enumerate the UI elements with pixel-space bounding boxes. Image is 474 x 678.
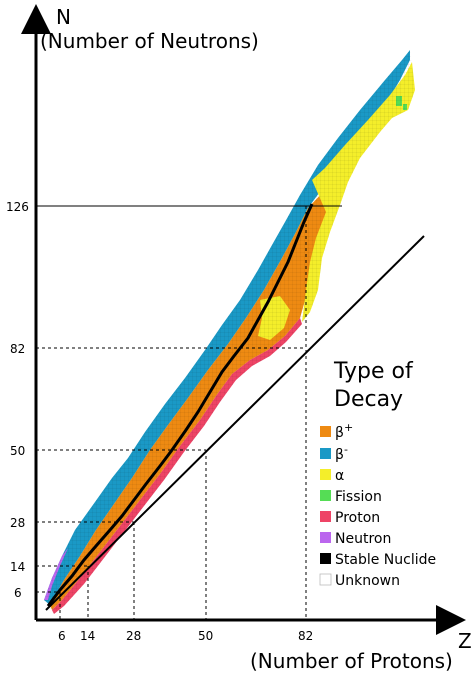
x-axis-title: (Number of Protons) [250, 649, 453, 673]
x-tick-6: 6 [58, 629, 66, 643]
y-tick-6: 6 [14, 586, 22, 600]
y-tick-126: 126 [6, 200, 29, 214]
y-tick-14: 14 [10, 560, 25, 574]
legend-label: Proton [335, 510, 380, 526]
y-tick-28: 28 [10, 516, 25, 530]
legend-swatch [320, 469, 331, 480]
legend-title-line2: Decay [334, 387, 403, 412]
cell-grid [44, 50, 415, 614]
legend-swatch [320, 511, 331, 522]
legend: Type of Decay β+ β- α Fission Proton Neu… [319, 359, 436, 589]
legend-item-neutron: Neutron [320, 531, 391, 547]
legend-label: Stable Nuclide [335, 552, 436, 568]
legend-item-stable-nuclide: Stable Nuclide [320, 552, 436, 568]
x-tick-14: 14 [80, 629, 95, 643]
y-tick-50: 50 [10, 444, 25, 458]
x-tick-82: 82 [298, 629, 313, 643]
x-tick-50: 50 [198, 629, 213, 643]
legend-swatch [320, 490, 331, 501]
legend-swatch [320, 426, 331, 437]
legend-item-unknown: Unknown [319, 573, 400, 589]
legend-item-fission: Fission [320, 489, 382, 505]
stable-valley [46, 203, 314, 607]
legend-title-line1: Type of [333, 359, 414, 384]
n-equals-z-line [45, 235, 425, 611]
legend-label: β- [335, 443, 348, 463]
legend-label: Neutron [335, 531, 391, 547]
legend-item-beta-minus: β- [320, 443, 348, 463]
legend-label: Fission [335, 489, 382, 505]
legend-swatch [320, 448, 331, 459]
y-axis-letter: N [56, 5, 71, 29]
legend-swatch [319, 573, 332, 586]
legend-item-beta-plus: β+ [320, 421, 353, 441]
legend-item-alpha: α [320, 468, 344, 484]
axes [21, 4, 466, 635]
x-tick-labels: 6 14 28 50 82 [58, 629, 313, 643]
legend-swatch [320, 553, 331, 564]
y-axis-title: (Number of Neutrons) [40, 29, 259, 53]
legend-label: β+ [335, 421, 353, 441]
magic-guides [36, 205, 342, 620]
x-axis-letter: Z [458, 629, 472, 653]
y-tick-labels: 126 82 50 28 14 6 [6, 200, 29, 600]
legend-swatch [320, 532, 331, 543]
legend-label: α [335, 468, 344, 484]
x-tick-28: 28 [126, 629, 141, 643]
legend-item-proton: Proton [320, 510, 380, 526]
legend-label: Unknown [335, 573, 400, 589]
y-tick-82: 82 [10, 342, 25, 356]
